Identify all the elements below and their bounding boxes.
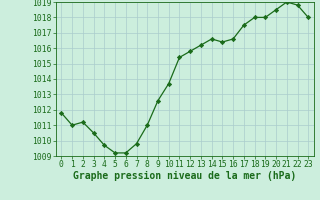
X-axis label: Graphe pression niveau de la mer (hPa): Graphe pression niveau de la mer (hPa) [73,171,296,181]
